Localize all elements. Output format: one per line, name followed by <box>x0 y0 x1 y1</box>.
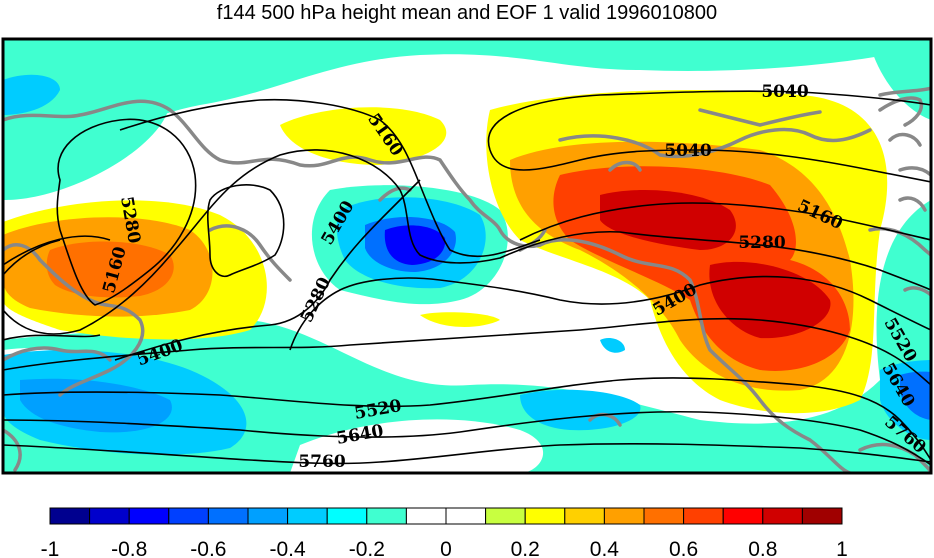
colorbar-swatch <box>49 507 91 525</box>
contour-line <box>3 179 421 361</box>
colorbar-swatch <box>128 507 170 525</box>
contour-line <box>207 184 285 277</box>
colorbar-tick-label: 0.2 <box>511 538 540 558</box>
chart-title: f144 500 hPa height mean and EOF 1 valid… <box>216 2 718 24</box>
colorbar-swatch <box>366 507 407 525</box>
coastlines <box>3 86 931 473</box>
negative-region <box>900 371 931 420</box>
contour-line <box>519 202 931 241</box>
colorbar-tick-label: -0.8 <box>111 538 147 558</box>
colorbar-swatch <box>643 507 685 525</box>
colorbar <box>49 507 843 525</box>
colorbar-swatch <box>801 507 843 525</box>
colorbar-tick-label: 0 <box>440 538 452 558</box>
positive-region <box>420 312 500 327</box>
colorbar-swatch <box>207 507 249 525</box>
colorbar-tick-labels: -1 -0.8 -0.6 -0.4 -0.2 0 0.2 0.4 0.6 0.8 1 <box>41 538 848 558</box>
colorbar-tick-label: 0.6 <box>669 538 698 558</box>
colorbar-tick-label: -1 <box>41 538 60 558</box>
contour-label: 5280 <box>738 233 785 253</box>
contours <box>3 90 931 466</box>
colorbar-swatch <box>445 507 487 525</box>
contour-line <box>3 98 541 276</box>
colorbar-tick-label: -0.2 <box>349 538 385 558</box>
contour-line <box>3 149 931 335</box>
contour-line <box>3 442 931 465</box>
colorbar-swatch <box>524 507 566 525</box>
colorbar-swatch <box>89 507 130 525</box>
colorbar-swatch <box>722 507 764 525</box>
colorbar-swatch <box>405 507 447 525</box>
colorbar-tick-label: -0.6 <box>190 538 226 558</box>
contour-line <box>3 235 111 266</box>
colorbar-tick-label: -0.4 <box>270 538 307 558</box>
contour-line <box>489 149 931 183</box>
colorbar-swatch <box>287 507 328 525</box>
colorbar-tick-label: 1 <box>836 538 848 558</box>
positive-region <box>600 190 736 250</box>
colorbar-swatch <box>168 507 209 525</box>
negative-region <box>600 338 625 353</box>
contour-line <box>3 317 931 386</box>
colorbar-swatch <box>564 507 605 525</box>
contour-line <box>3 410 931 466</box>
colorbar-swatch <box>603 507 645 525</box>
negative-region <box>384 225 446 265</box>
contour-label: 5040 <box>761 82 808 102</box>
contour-line <box>3 377 931 461</box>
colorbar-tick-label: 0.4 <box>590 538 620 558</box>
contour-label: 5040 <box>664 141 711 161</box>
colorbar-swatch <box>247 507 289 525</box>
negative-region <box>870 45 931 120</box>
plot-frame <box>1 37 933 475</box>
contour-label: 5760 <box>298 452 345 472</box>
colorbar-swatch <box>485 507 526 525</box>
neutral-region <box>290 419 544 473</box>
colorbar-swatch <box>762 507 803 525</box>
contour-line <box>289 275 931 351</box>
colorbar-tick-label: 0.8 <box>748 538 777 558</box>
negative-region <box>3 74 60 115</box>
contour-line <box>487 90 931 151</box>
colorbar-swatch <box>326 507 368 525</box>
colorbar-swatch <box>683 507 724 525</box>
